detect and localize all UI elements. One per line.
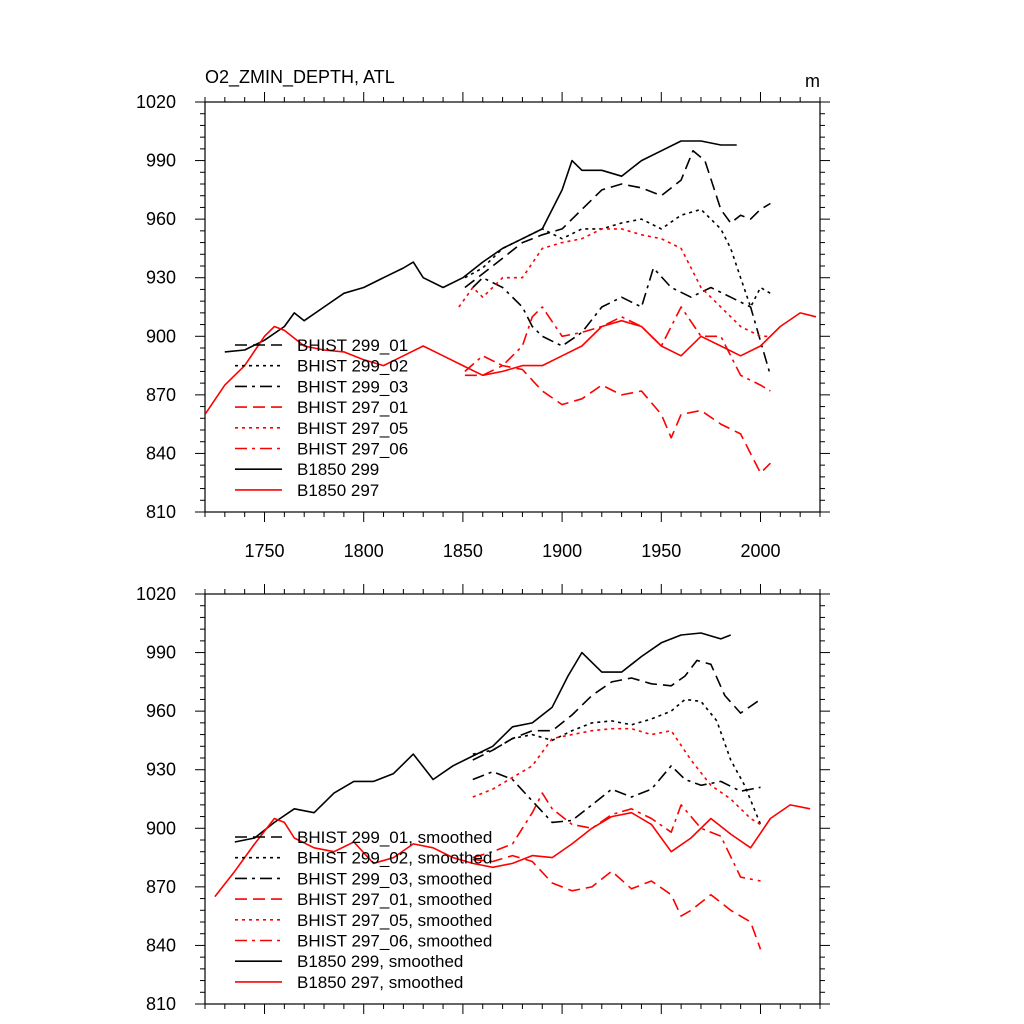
y-tick-label: 1020: [136, 92, 176, 112]
series-line-bhist-299-02: [464, 208, 771, 308]
series-line-bhist-297-06: [464, 306, 771, 392]
chart-title: O2_ZMIN_DEPTH, ATL: [205, 67, 395, 88]
legend-label: BHIST 299_01: [297, 336, 408, 355]
y-tick-label: 870: [146, 877, 176, 897]
units-label: m: [805, 71, 820, 91]
y-tick-label: 840: [146, 443, 176, 463]
x-tick-label: 1900: [542, 541, 582, 561]
chart-panel-1: 1750 1800 1850 1900 1950 2000 810 840 870 900 930 9…: [136, 67, 830, 561]
legend-label: BHIST 297_06, smoothed: [297, 932, 492, 951]
legend-label: BHIST 297_05: [297, 419, 408, 438]
legend-label: BHIST 297_05, smoothed: [297, 911, 492, 930]
y-tick-label: 960: [146, 209, 176, 229]
legend-label: BHIST 299_03, smoothed: [297, 869, 492, 888]
y-tick-label: 870: [146, 385, 176, 405]
legend: BHIST 299_01, smoothed BHIST 299_02, smoo…: [235, 828, 492, 992]
series-group: [205, 140, 817, 474]
series-line-bhist-299-03: [472, 267, 772, 376]
series-line-bhist-297-05-smoothed: [472, 727, 761, 826]
y-tick-label: 810: [146, 502, 176, 522]
y-tick-label: 960: [146, 701, 176, 721]
x-tick-label: 1950: [641, 541, 681, 561]
y-tick-label: 810: [146, 994, 176, 1014]
series-line-bhist-299-03-smoothed: [472, 765, 761, 824]
y-tick-label: 900: [146, 818, 176, 838]
x-tick-label: 2000: [740, 541, 780, 561]
plot-frame: [204, 593, 821, 1005]
x-tick-label: 1800: [344, 541, 384, 561]
legend-label: BHIST 299_01, smoothed: [297, 828, 492, 847]
series-line-bhist-299-01: [464, 150, 771, 289]
plot-frame: [204, 101, 821, 513]
legend-label: B1850 299, smoothed: [297, 952, 463, 971]
legend-label: BHIST 299_02: [297, 357, 408, 376]
legend-label: B1850 297: [297, 481, 379, 500]
series-line-bhist-297-01: [464, 364, 771, 474]
series-line-bhist-299-01-smoothed: [472, 659, 761, 761]
legend-label: BHIST 297_01: [297, 398, 408, 417]
y-tick-label: 900: [146, 326, 176, 346]
legend-label: BHIST 297_06: [297, 440, 408, 459]
series-line-b1850-297: [205, 312, 817, 415]
series-line-b1850-299: [224, 140, 737, 353]
y-tick-label: 840: [146, 935, 176, 955]
legend-label: BHIST 299_03: [297, 377, 408, 396]
chart-panel-2: 810 840 870 900 930 960 990 1020 BHIST 299_01, s…: [136, 584, 830, 1014]
y-tick-label: 990: [146, 643, 176, 663]
series-line-bhist-297-01-smoothed: [472, 854, 762, 950]
y-tick-label: 930: [146, 268, 176, 288]
legend-label: B1850 297, smoothed: [297, 973, 463, 992]
x-tick-label: 1850: [443, 541, 483, 561]
y-tick-label: 1020: [136, 584, 176, 604]
legend-label: BHIST 299_02, smoothed: [297, 849, 492, 868]
legend-label: BHIST 297_01, smoothed: [297, 890, 492, 909]
series-line-b1850-299-smoothed: [234, 632, 731, 843]
legend-label: B1850 299: [297, 460, 379, 479]
y-tick-label: 990: [146, 151, 176, 171]
series-line-bhist-297-06-smoothed: [472, 792, 761, 882]
series-group: [214, 632, 811, 950]
y-tick-label: 930: [146, 760, 176, 780]
series-line-bhist-299-02-smoothed: [472, 698, 762, 825]
series-line-b1850-297-smoothed: [214, 804, 811, 898]
x-tick-label: 1750: [244, 541, 284, 561]
